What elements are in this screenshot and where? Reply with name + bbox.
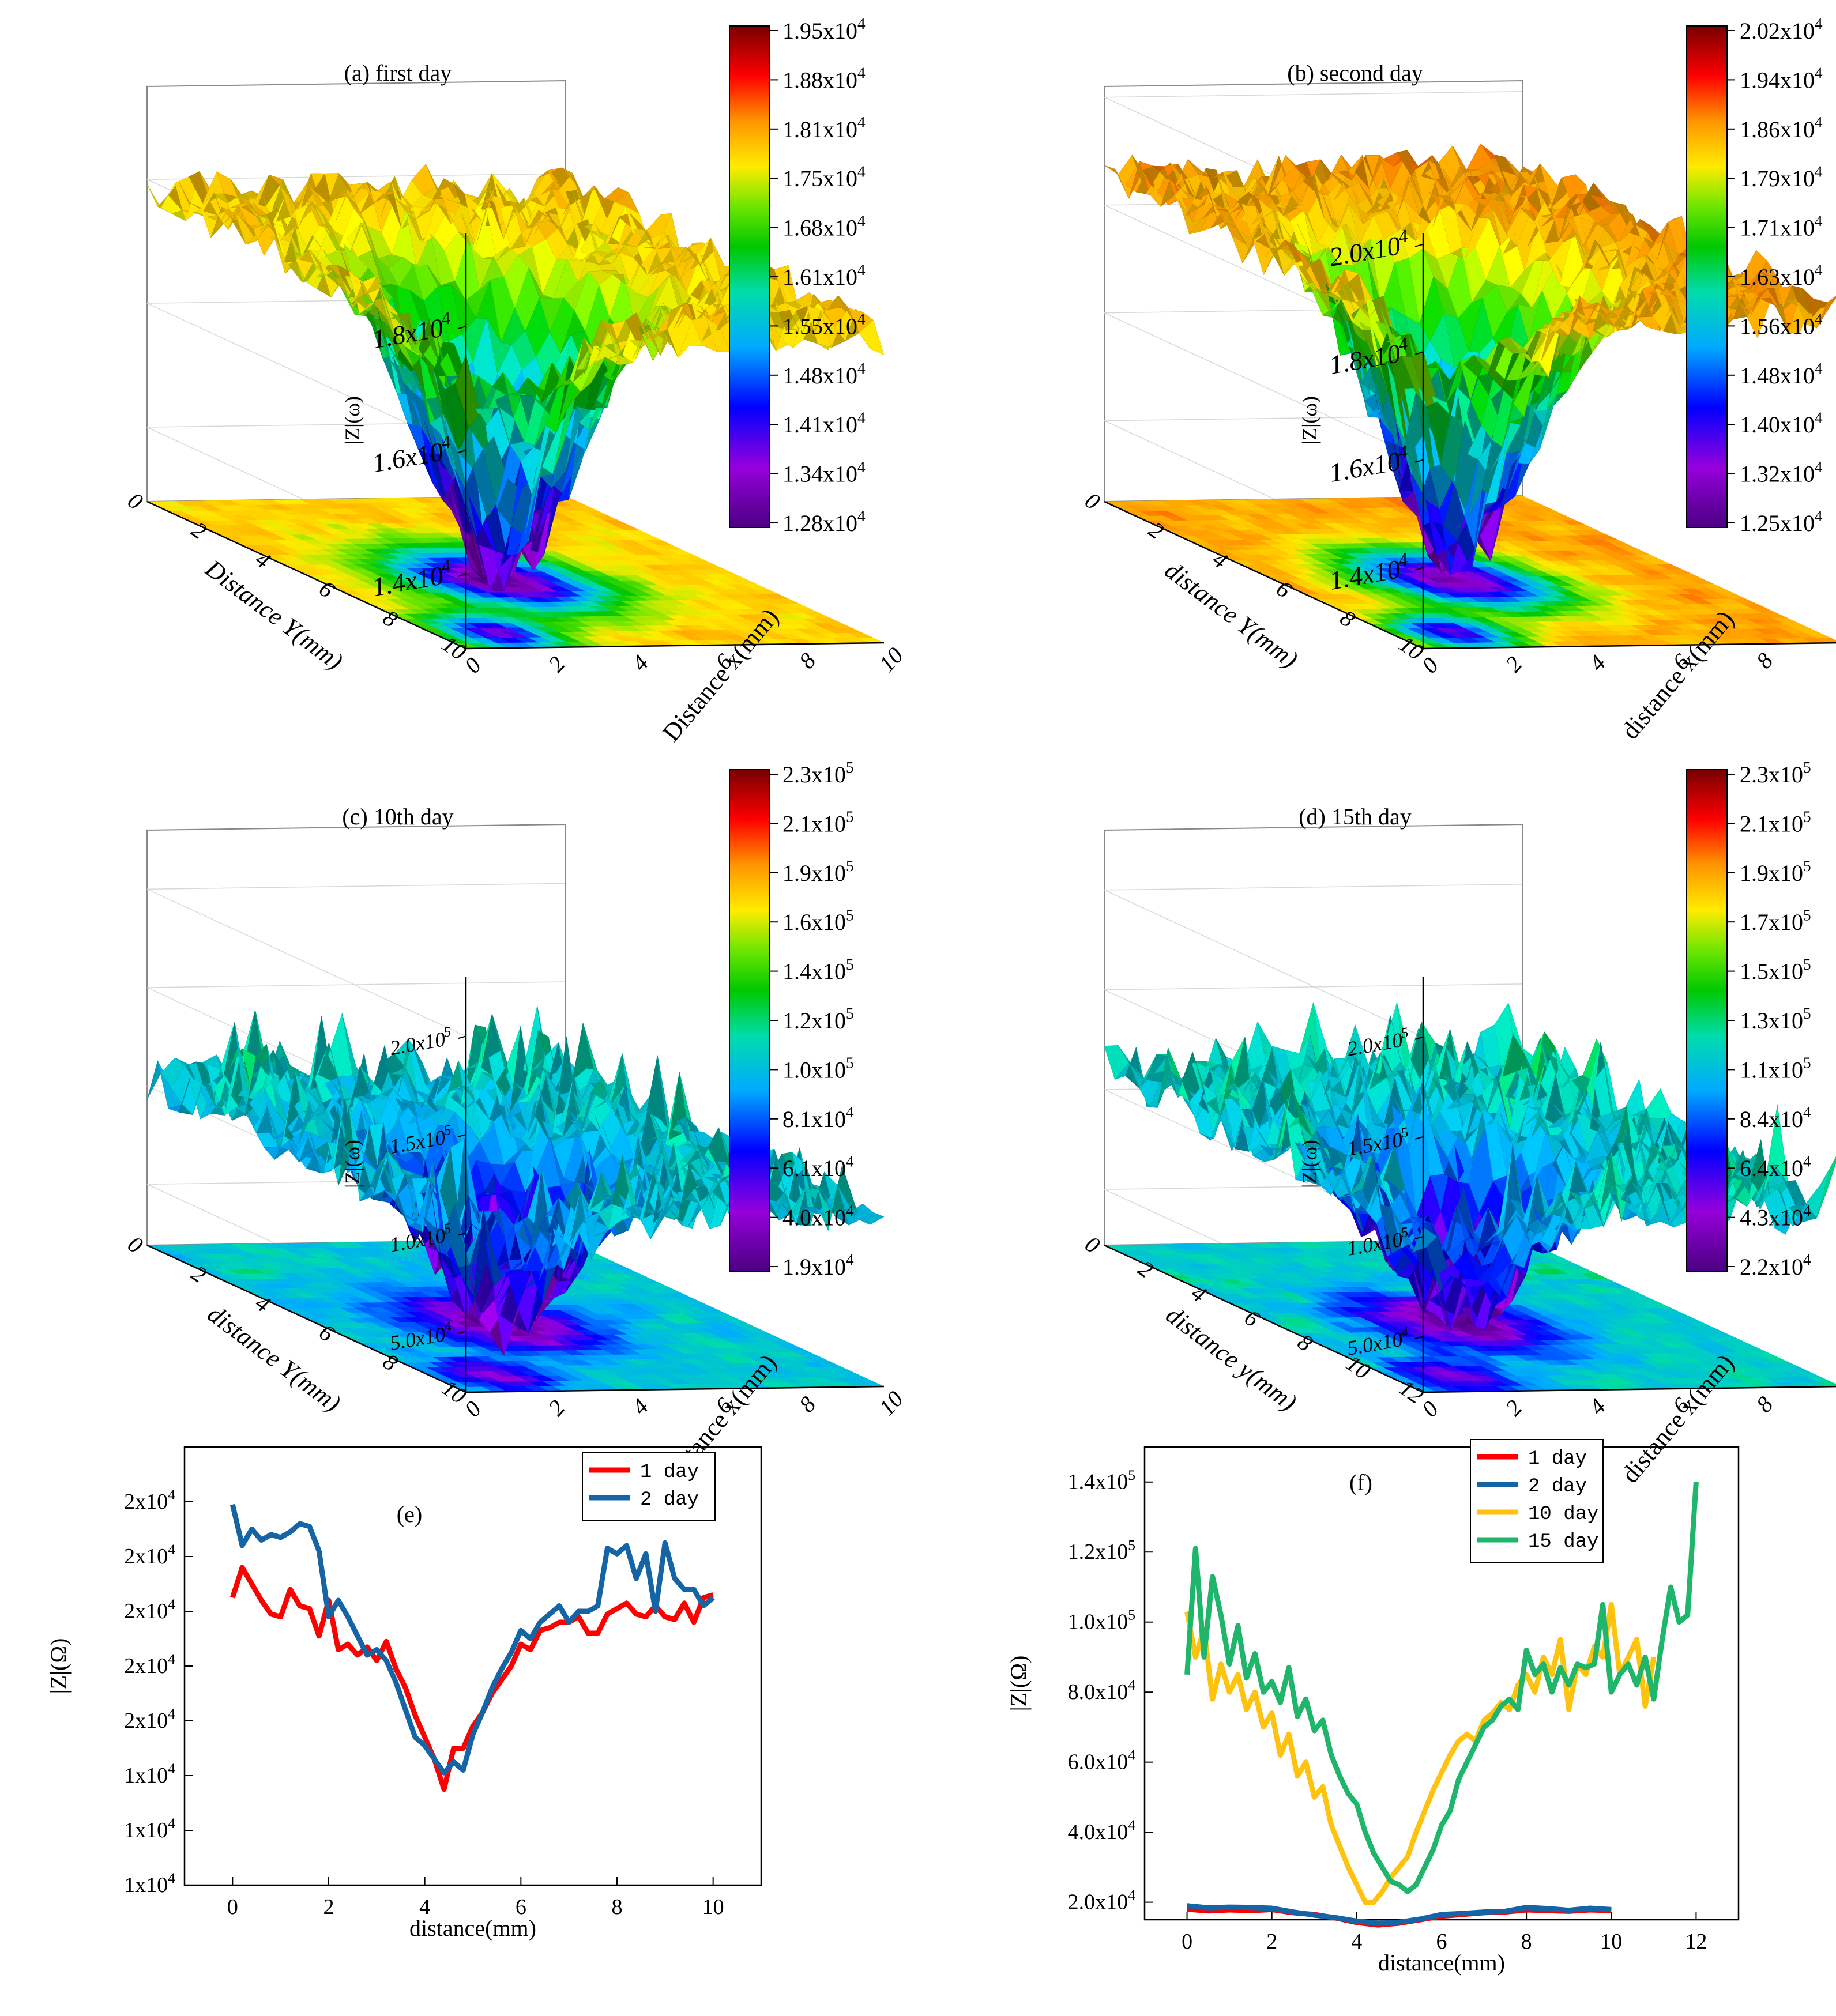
colorbar-tick-label: 1.34x104 xyxy=(782,458,866,487)
panel-title: (a) first day xyxy=(344,60,452,86)
x-tick-label: 4 xyxy=(627,650,654,676)
z-axis-label: |Z|(ω) xyxy=(1298,396,1321,444)
colorbar-tick-label: 1.86x104 xyxy=(1740,114,1823,142)
colorbar-tick-label: 1.40x104 xyxy=(1740,409,1823,438)
colorbar-tick-label: 1.94x104 xyxy=(1740,65,1823,93)
colorbar-tick-label: 1.56x104 xyxy=(1740,311,1823,340)
colorbar-tick-label: 1.71x104 xyxy=(1740,212,1823,241)
colorbar-tick-label: 1.28x104 xyxy=(782,507,866,536)
colorbar-tick-label: 1.48x104 xyxy=(782,360,866,389)
x-tick-label: 10 xyxy=(1831,642,1836,677)
colorbar-tick-label: 1.79x104 xyxy=(1740,163,1823,191)
colorbar-tick-label: 1.68x104 xyxy=(782,212,866,241)
colorbar xyxy=(1687,26,1727,527)
panel-title: (b) second day xyxy=(1287,60,1423,86)
x-tick-label: 8 xyxy=(794,647,821,673)
colorbar xyxy=(729,26,770,527)
x-tick-label: 4 xyxy=(1584,650,1611,676)
x-tick-label: 0 xyxy=(460,652,487,678)
colorbar-tick-label: 1.75x104 xyxy=(782,163,866,191)
colorbar-tick-label: 1.32x104 xyxy=(1740,458,1823,487)
x-tick-label: 2 xyxy=(1500,651,1528,677)
surface-panel-c: 5.0x1041.0x1051.5x1052.0x105|Z|(ω)024681… xyxy=(123,759,908,1489)
colorbar-tick-label: 1.88x104 xyxy=(782,65,866,93)
x-tick-label: 8 xyxy=(1751,647,1778,673)
z-axis-label: |Z|(ω) xyxy=(341,396,364,444)
colorbar-tick-label: 1.63x104 xyxy=(1740,261,1823,290)
y-tick-label: 0 xyxy=(123,487,148,515)
colorbar-tick-label: 1.25x104 xyxy=(1740,507,1823,536)
colorbar-tick-label: 1.61x104 xyxy=(782,261,866,290)
x-tick-label: 2 xyxy=(543,651,570,677)
x-tick-label: 0 xyxy=(1417,652,1444,678)
colorbar-tick-label: 1.55x104 xyxy=(782,311,866,340)
colorbar-tick-label: 2.02x104 xyxy=(1740,15,1823,44)
y-tick-label: 0 xyxy=(1081,487,1105,515)
surface-panel-a: 1.4x1041.6x1041.8x104|Z|(ω)0246810Distan… xyxy=(123,15,908,747)
x-tick-label: 10 xyxy=(874,642,908,677)
colorbar-tick-label: 1.48x104 xyxy=(1740,360,1823,389)
surface-panel-b: 1.4x1041.6x1041.8x1042.0x104|Z|(ω)024681… xyxy=(1081,15,1836,745)
colorbar-tick-label: 1.95x104 xyxy=(782,15,866,44)
colorbar-tick-label: 1.41x104 xyxy=(782,409,866,438)
colorbar-tick-label: 1.81x104 xyxy=(782,114,866,142)
